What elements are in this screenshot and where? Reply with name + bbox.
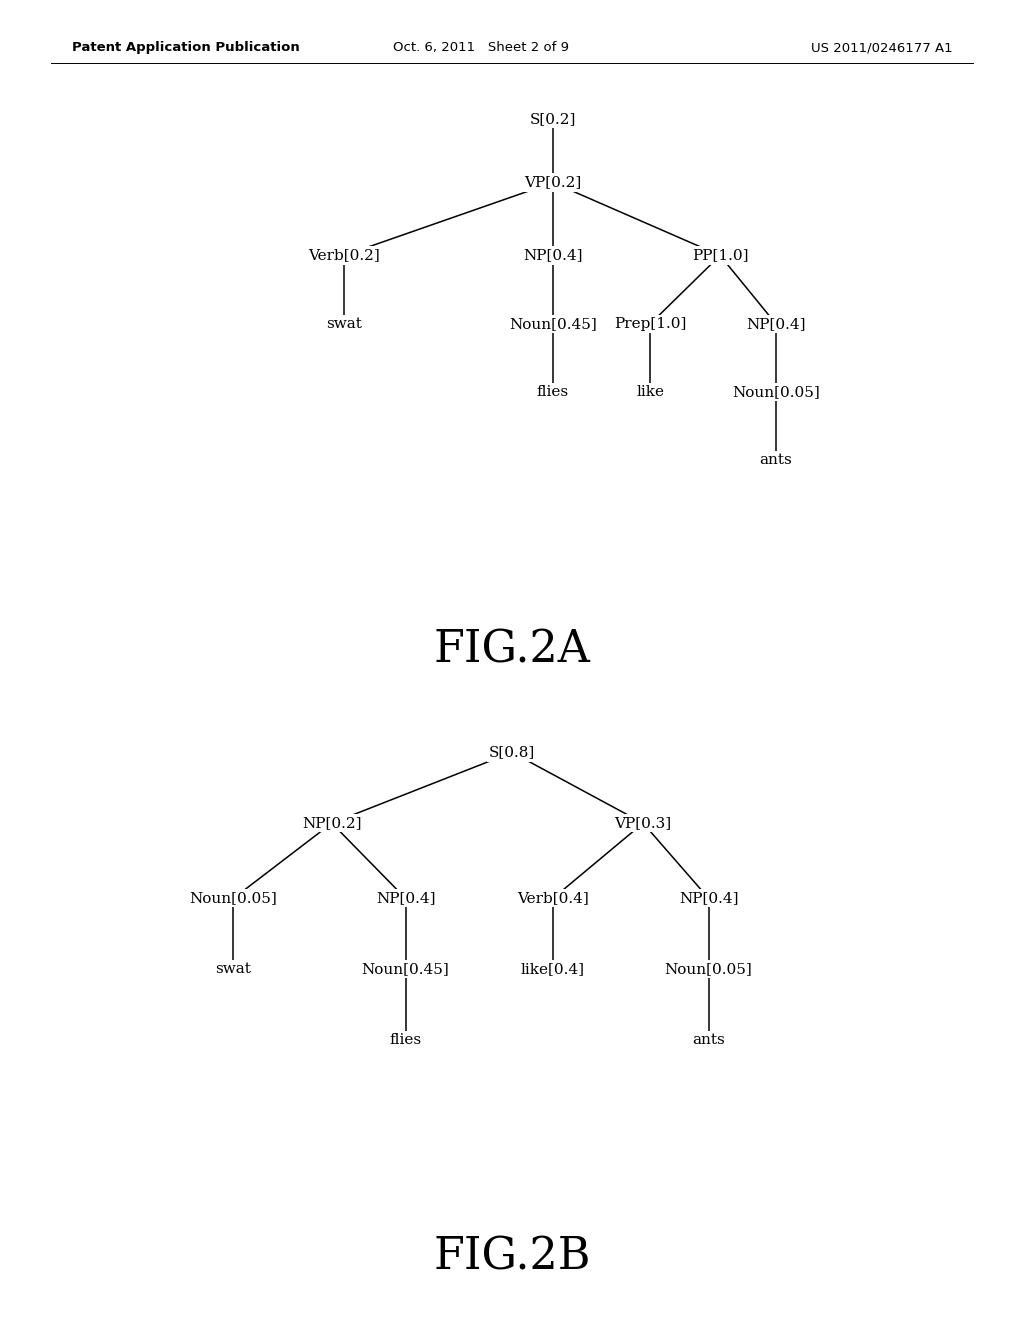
Text: like[0.4]: like[0.4] bbox=[521, 962, 585, 975]
Text: NP[0.4]: NP[0.4] bbox=[679, 891, 738, 906]
Text: ants: ants bbox=[692, 1032, 725, 1047]
Text: US 2011/0246177 A1: US 2011/0246177 A1 bbox=[811, 41, 952, 54]
Text: Noun[0.05]: Noun[0.05] bbox=[665, 962, 753, 975]
Text: S[0.8]: S[0.8] bbox=[488, 746, 536, 759]
Text: VP[0.3]: VP[0.3] bbox=[614, 816, 672, 830]
Text: S[0.2]: S[0.2] bbox=[529, 112, 577, 125]
Text: Noun[0.45]: Noun[0.45] bbox=[361, 962, 450, 975]
Text: Noun[0.05]: Noun[0.05] bbox=[189, 891, 278, 906]
Text: swat: swat bbox=[326, 317, 362, 331]
Text: Verb[0.4]: Verb[0.4] bbox=[517, 891, 589, 906]
Text: FIG.2B: FIG.2B bbox=[433, 1236, 591, 1278]
Text: flies: flies bbox=[389, 1032, 422, 1047]
Text: Noun[0.05]: Noun[0.05] bbox=[732, 385, 819, 399]
Text: FIG.2A: FIG.2A bbox=[433, 628, 591, 671]
Text: Oct. 6, 2011   Sheet 2 of 9: Oct. 6, 2011 Sheet 2 of 9 bbox=[393, 41, 569, 54]
Text: NP[0.4]: NP[0.4] bbox=[523, 248, 583, 263]
Text: like: like bbox=[637, 385, 665, 399]
Text: Patent Application Publication: Patent Application Publication bbox=[72, 41, 299, 54]
Text: NP[0.4]: NP[0.4] bbox=[746, 317, 806, 331]
Text: NP[0.2]: NP[0.2] bbox=[302, 816, 361, 830]
Text: VP[0.2]: VP[0.2] bbox=[524, 176, 582, 190]
Text: NP[0.4]: NP[0.4] bbox=[376, 891, 435, 906]
Text: Verb[0.2]: Verb[0.2] bbox=[308, 248, 380, 263]
Text: ants: ants bbox=[760, 453, 793, 467]
Text: Noun[0.45]: Noun[0.45] bbox=[509, 317, 597, 331]
Text: flies: flies bbox=[537, 385, 569, 399]
Text: swat: swat bbox=[215, 962, 252, 975]
Text: Prep[1.0]: Prep[1.0] bbox=[614, 317, 687, 331]
Text: PP[1.0]: PP[1.0] bbox=[692, 248, 749, 263]
